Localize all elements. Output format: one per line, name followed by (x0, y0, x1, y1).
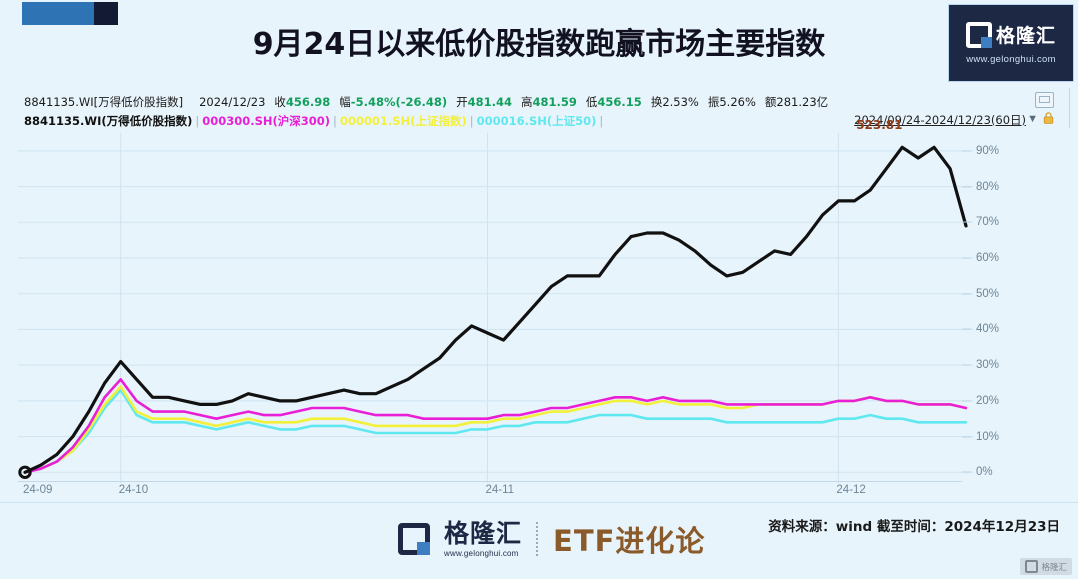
x-axis-line (18, 481, 962, 482)
brand-logo-row: 格隆汇 (965, 21, 1056, 48)
y-tick-dash (962, 364, 971, 366)
quote-open-label: 开 (456, 95, 468, 109)
y-tick-label: 10% (976, 430, 1000, 443)
deco-bar-blue (22, 2, 94, 25)
y-tick-label: 20% (976, 394, 1000, 407)
quote-turnover-label: 换 (650, 95, 663, 109)
y-tick-label: 40% (976, 323, 1000, 336)
quote-turnover-value: 2.53% (662, 95, 699, 109)
y-tick-label: 0% (976, 466, 993, 479)
legend-item-2[interactable]: 000001.SH(上证指数) (339, 114, 467, 128)
quote-close-value: 456.98 (285, 95, 331, 109)
page-title: 9月24日以来低价股指数跑赢市场主要指数 (252, 27, 826, 62)
toolbar-divider (1069, 88, 1070, 128)
legend-item-3[interactable]: 000016.SH(上证50) (476, 114, 597, 128)
decorative-bars (22, 2, 118, 25)
footer-source-text: 资料来源：wind 截至时间：2024年12月23日 (768, 519, 1060, 535)
y-tick-dash (962, 150, 971, 152)
legend-item-0[interactable]: 8841135.WI(万得低价股指数) (24, 114, 193, 128)
y-axis: 0% 10% 20% 30% 40% 50% 60% 70% 80% 90% (962, 133, 1022, 483)
quote-low-label: 低 (585, 95, 598, 109)
legend-item-1[interactable]: 000300.SH(沪深300) (202, 114, 331, 128)
series-legend: 8841135.WI(万得低价股指数) | 000300.SH(沪深300) | 000… (24, 114, 604, 128)
y-tick-label: 60% (976, 252, 1000, 264)
quote-change-label: 幅 (339, 95, 351, 109)
footer-watermark: 格隆汇 (1020, 558, 1072, 575)
y-tick-dash (962, 186, 971, 188)
quote-amount-value: 281.23亿 (776, 95, 829, 109)
gelonghui-logo-icon-footer (398, 523, 430, 555)
y-tick-dash (962, 471, 971, 473)
quote-code: 8841135.WI[万得低价股指数] (24, 95, 184, 109)
date-range-selector[interactable]: 2024/09/24-2024/12/23(60日) (854, 113, 1026, 127)
x-axis: 24-09 24-10 24-11 24-12 (18, 484, 1060, 502)
y-tick-label: 90% (976, 144, 1000, 157)
y-tick-dash (962, 328, 971, 330)
quote-date: 2024/12/23 (199, 95, 266, 109)
x-tick-label: 24-12 (836, 484, 866, 496)
y-tick-dash (962, 257, 971, 259)
quote-amount-label: 额 (764, 95, 777, 109)
watermark-text: 格隆汇 (1041, 561, 1067, 572)
x-tick-label: 24-09 (23, 484, 53, 496)
plot-canvas[interactable] (18, 133, 973, 483)
x-tick-label: 24-10 (118, 484, 149, 496)
footer-divider (0, 502, 1078, 503)
quote-amplitude-value: 5.26% (719, 95, 756, 109)
quote-summary-row: 8841135.WI[万得低价股指数] 2024/12/23 收456.98 幅-5.… (24, 94, 828, 110)
y-tick-label: 50% (976, 287, 1000, 300)
y-tick-label: 30% (976, 359, 1000, 372)
brand-name: 格隆汇 (995, 25, 1056, 47)
quote-change-value: -5.48%(-26.48) (350, 95, 448, 109)
y-tick-label: 70% (976, 216, 1000, 229)
y-tick-dash (962, 221, 971, 223)
watermark-logo-icon (1025, 560, 1039, 573)
footer-brand-url: www.gelonghui.com (444, 548, 519, 558)
quote-low-value: 456.15 (597, 95, 642, 109)
peak-annotation: 523.81 (856, 118, 903, 133)
y-tick-dash (962, 400, 971, 402)
print-icon[interactable] (1035, 92, 1054, 108)
footer-brand-divider (536, 522, 539, 556)
y-tick-dash (962, 436, 971, 438)
footer-etf-title: ETF进化论 (553, 524, 706, 558)
footer-brand: 格隆汇 www.gelonghui.com ETF进化论 (398, 518, 705, 560)
quote-open-value: 481.44 (467, 95, 513, 109)
chevron-down-icon[interactable]: ▼ (1027, 113, 1038, 125)
deco-bar-navy (94, 2, 118, 25)
series-lines (18, 145, 968, 479)
chart-area (18, 133, 1060, 483)
y-tick-dash (962, 293, 971, 295)
quote-high-label: 高 (521, 95, 533, 109)
x-tick-label: 24-11 (485, 484, 515, 496)
gelonghui-logo-icon (965, 21, 992, 48)
brand-logo: 格隆汇 www.gelonghui.com (948, 4, 1074, 82)
footer-brand-name: 格隆汇 (444, 518, 523, 548)
brand-url: www.gelonghui.com (966, 54, 1056, 65)
grid-lines (18, 133, 973, 483)
lock-icon[interactable] (1043, 112, 1054, 124)
y-tick-label: 80% (976, 180, 1000, 193)
quote-close-label: 收 (274, 95, 286, 109)
quote-high-value: 481.59 (532, 95, 577, 109)
quote-amplitude-label: 振 (707, 95, 720, 109)
footer-brand-text: 格隆汇 www.gelonghui.com (444, 521, 522, 558)
